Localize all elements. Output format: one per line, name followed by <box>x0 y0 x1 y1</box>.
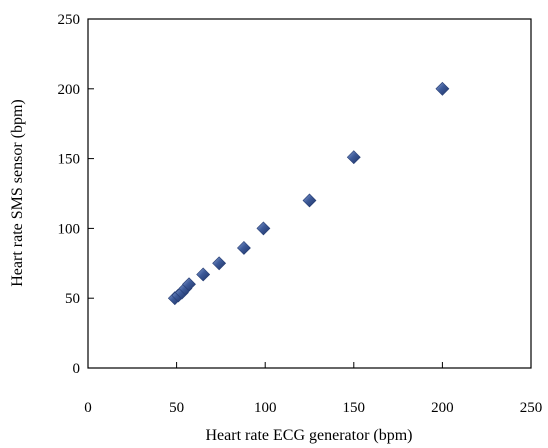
x-tick-label-2: 100 <box>254 400 277 416</box>
x-tick-label-0: 0 <box>84 400 92 416</box>
axis-ticks <box>87 18 532 369</box>
plot-frame <box>87 18 532 369</box>
x-tick-label-3: 150 <box>343 400 366 416</box>
x-tick-label-5: 250 <box>520 400 543 416</box>
tick-labels: 0 50 100 150 200 250 0 50 100 150 200 250 <box>58 12 543 416</box>
y-tick-label-5: 250 <box>58 12 81 28</box>
data-point-0-9 <box>302 193 317 208</box>
data-point-0-4 <box>182 277 196 292</box>
data-point-0-8 <box>256 221 271 236</box>
data-point-0-11 <box>435 81 450 96</box>
y-tick-label-3: 150 <box>58 152 81 168</box>
y-tick-label-2: 100 <box>58 221 81 237</box>
y-tick-label-0: 0 <box>73 361 81 377</box>
data-points <box>167 81 450 306</box>
data-point-0-5 <box>196 267 211 282</box>
y-tick-label-4: 200 <box>58 82 81 98</box>
data-point-0-6 <box>212 256 227 271</box>
x-axis-title: Heart rate ECG generator (bpm) <box>205 427 412 444</box>
x-tick-label-4: 200 <box>431 400 454 416</box>
data-point-0-10 <box>346 150 361 165</box>
y-axis-title: Heart rate SMS sensor (bpm) <box>9 99 26 287</box>
y-tick-label-1: 50 <box>65 291 80 307</box>
x-tick-label-1: 50 <box>169 400 184 416</box>
data-point-0-7 <box>237 241 251 255</box>
